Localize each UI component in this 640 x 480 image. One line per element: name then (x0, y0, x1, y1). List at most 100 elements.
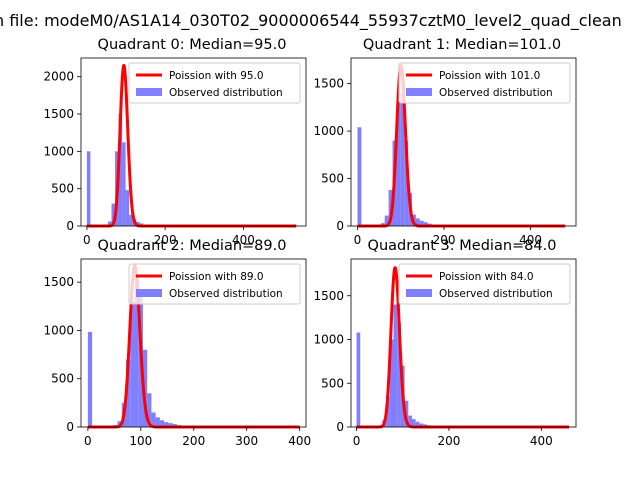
legend-observed-swatch (136, 289, 162, 297)
x-tick-label: 400 (288, 434, 311, 448)
histogram-bar (87, 331, 93, 427)
histogram-bar (111, 203, 116, 226)
histogram-bar (125, 190, 130, 226)
histogram-bar (136, 221, 140, 226)
legend-entry-poisson: Poission with 89.0 (169, 271, 264, 283)
subplot-quadrant-0: Quadrant 0: Median=95.0 0 200 400 0 500 1000… (43, 37, 307, 247)
histogram-bar (386, 396, 390, 427)
histogram-bar (419, 220, 424, 226)
x-tick-label: 400 (519, 233, 542, 247)
y-tick-label: 0 (66, 219, 74, 233)
y-tick-label: 1500 (43, 107, 74, 121)
x-tick-label: 0 (354, 233, 362, 247)
y-tick-label: 500 (321, 172, 344, 186)
y-axis-ticks: 0 500 1000 1500 (43, 275, 81, 434)
histogram-bar (384, 215, 389, 226)
x-tick-label: 300 (235, 434, 258, 448)
histogram-bar (147, 393, 152, 427)
histogram-bar (151, 412, 156, 427)
legend-box (398, 263, 571, 305)
y-tick-label: 1000 (43, 144, 74, 158)
y-tick-label: 1000 (43, 323, 74, 337)
subplot-quadrant-3: Quadrant 3: Median=84.0 0 200 400 0 500 1000… (313, 238, 577, 448)
histogram-bars (86, 114, 161, 226)
y-axis-ticks: 0 500 1000 1500 (313, 77, 351, 233)
legend-entry-observed: Observed distribution (439, 87, 553, 99)
legend-entry-poisson: Poission with 95.0 (169, 70, 264, 82)
y-tick-label: 500 (51, 372, 74, 386)
axes-frame (350, 57, 577, 227)
histogram-bar (164, 422, 169, 427)
y-tick-label: 500 (51, 182, 74, 196)
histogram-bar (168, 423, 173, 427)
subplot-title: Quadrant 3: Median=84.0 (368, 238, 557, 254)
axes-frame (350, 258, 577, 428)
legend-box (398, 62, 571, 104)
subplot-title: Quadrant 2: Median=89.0 (98, 238, 287, 254)
histogram-bar (129, 214, 133, 226)
axes-spine (350, 258, 577, 428)
histogram-bars (356, 304, 438, 427)
histogram-bar (415, 218, 420, 226)
legend-box (128, 62, 301, 104)
histogram-bar (396, 102, 401, 226)
y-tick-label: 500 (321, 376, 344, 390)
y-tick-label: 1000 (313, 333, 344, 347)
histogram-bar (393, 304, 398, 427)
legend-entry-observed: Observed distribution (439, 288, 553, 300)
y-tick-label: 1000 (313, 124, 344, 138)
legend: Poission with 101.0 Observed distributio… (398, 62, 571, 104)
histogram-bar (159, 420, 165, 427)
legend-entry-poisson: Poission with 101.0 (439, 70, 540, 82)
x-tick-label: 400 (530, 434, 553, 448)
y-tick-label: 1500 (313, 77, 344, 91)
histogram-bar (400, 93, 405, 226)
y-axis-ticks: 0 500 1000 1500 2000 (43, 70, 81, 233)
legend: Poission with 84.0 Observed distribution (398, 263, 571, 305)
subplot-quadrant-2: Quadrant 2: Median=89.0 0 100 200 300 400 0 5… (43, 238, 311, 448)
x-tick-label: 0 (84, 434, 92, 448)
histogram-bar (397, 322, 401, 427)
histogram-bar (356, 332, 361, 427)
histogram-bars (357, 93, 444, 226)
histogram-bar (419, 423, 424, 427)
legend-observed-swatch (406, 289, 432, 297)
x-tick-label: 200 (182, 434, 205, 448)
histogram-bar (155, 417, 160, 427)
subplot-quadrant-1: Quadrant 1: Median=101.0 0 200 400 0 500 100… (313, 37, 577, 247)
x-tick-label: 0 (353, 434, 361, 448)
x-axis-ticks: 0 200 400 (353, 427, 553, 448)
histogram-bar (118, 114, 123, 226)
histogram-bar (415, 421, 420, 427)
legend-observed-swatch (406, 88, 432, 96)
x-tick-label: 200 (437, 434, 460, 448)
axes-frame (80, 57, 307, 227)
histogram-bar (357, 127, 362, 226)
axes-spine (80, 57, 307, 227)
histogram-bar (411, 419, 416, 427)
histogram-bar (122, 142, 126, 226)
x-axis-ticks: 0 200 400 (354, 226, 542, 247)
y-tick-label: 1500 (43, 275, 74, 289)
histogram-bar (423, 222, 428, 226)
y-tick-label: 0 (66, 420, 74, 434)
subplot-title: Quadrant 1: Median=101.0 (363, 37, 561, 53)
histogram-bar (404, 140, 409, 226)
histogram-bar (388, 189, 393, 226)
histogram-bar (408, 415, 412, 427)
y-axis-ticks: 0 500 1000 1500 (313, 289, 351, 434)
y-tick-label: 1500 (313, 289, 344, 303)
histogram-bar (130, 301, 135, 427)
legend-entry-observed: Observed distribution (169, 288, 283, 300)
legend-box (128, 263, 301, 305)
x-tick-label: 400 (232, 233, 255, 247)
histogram-bar (134, 275, 139, 427)
histogram-bar (126, 359, 131, 427)
histogram-bar (142, 349, 148, 427)
x-axis-ticks: 0 100 200 300 400 (84, 427, 311, 448)
axes-spine (350, 57, 577, 227)
legend: Poission with 95.0 Observed distribution (128, 62, 301, 104)
y-tick-label: 0 (336, 420, 344, 434)
legend-entry-observed: Observed distribution (169, 87, 283, 99)
